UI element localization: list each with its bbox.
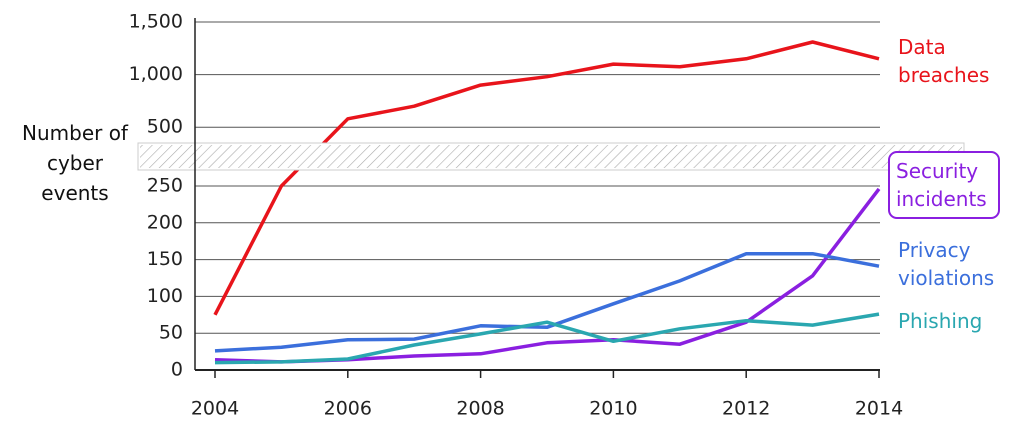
series-label: Phishing [898, 309, 983, 333]
y-tick-label: 1,500 [129, 11, 183, 33]
grid [195, 21, 880, 371]
y-axis-label: Number of cyber events [22, 121, 128, 205]
x-tick-label: 2012 [722, 398, 770, 420]
x-tick-label: 2008 [456, 398, 504, 420]
y-tick-label: 0 [171, 359, 183, 381]
axis-break-hatch [140, 145, 962, 168]
axes: 0 50 100 150 200 250 500 1,000 1,500 2004 2006 2008… [129, 11, 904, 420]
series-label: Security incidents [888, 151, 1000, 219]
y-tick-label: 500 [147, 116, 183, 138]
series-line [213, 40, 880, 316]
lines [213, 40, 881, 365]
series-line [214, 251, 880, 353]
series-line [214, 187, 881, 364]
series-line [214, 312, 880, 365]
series-label: Privacy violations [898, 238, 995, 290]
y-tick-label: 200 [147, 211, 183, 233]
y-tick-label: 250 [147, 175, 183, 197]
x-tick-label: 2004 [191, 398, 239, 420]
series-label: Data breaches [898, 35, 990, 87]
y-tick-label: 150 [147, 248, 183, 270]
y-tick-label: 100 [147, 285, 183, 307]
y-tick-label: 1,000 [129, 63, 183, 85]
y-tick-label: 50 [159, 322, 183, 344]
x-tick-label: 2014 [855, 398, 903, 420]
x-tick-label: 2010 [589, 398, 637, 420]
x-tick-label: 2006 [324, 398, 372, 420]
